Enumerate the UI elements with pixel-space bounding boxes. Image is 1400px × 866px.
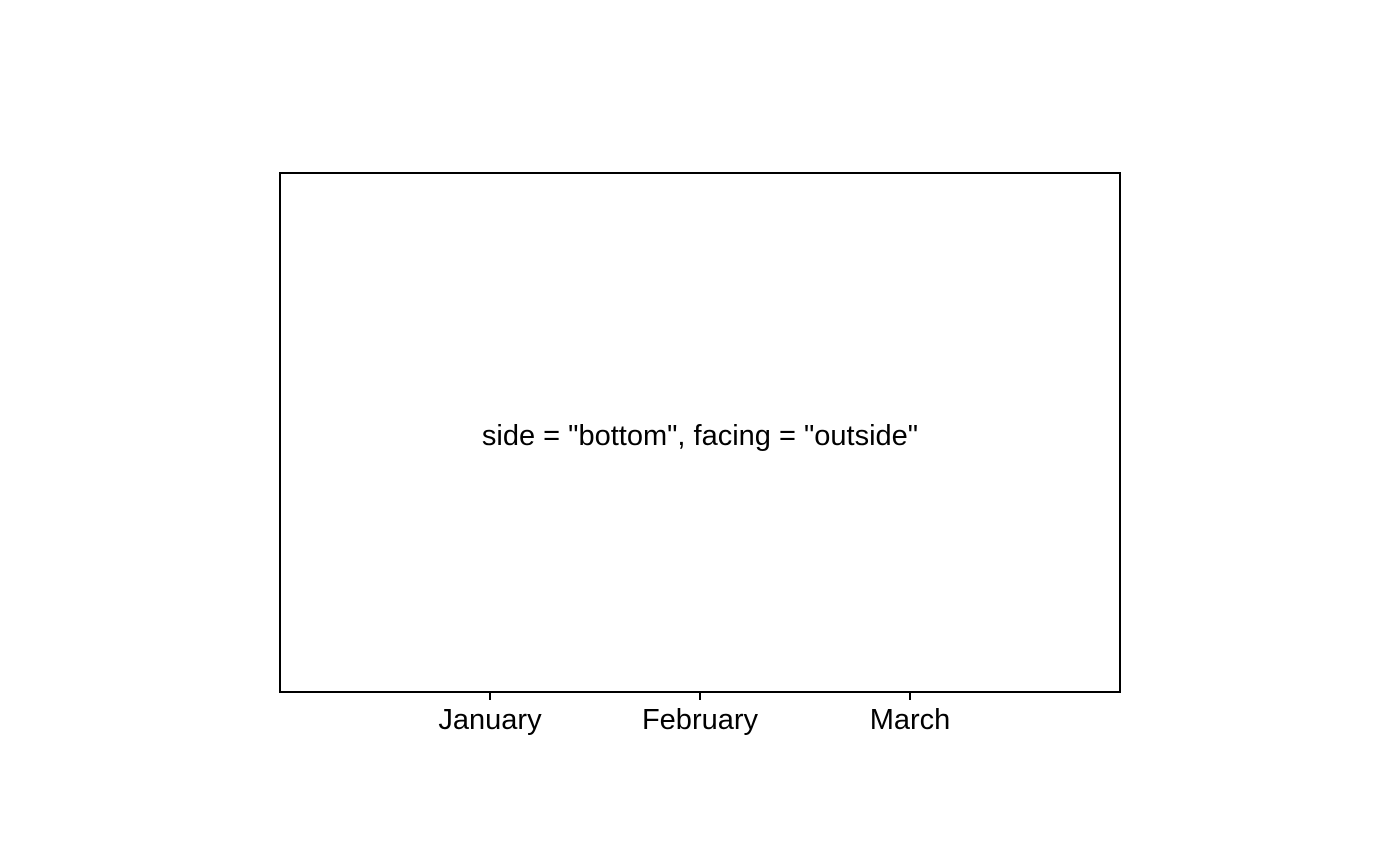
x-axis-ticks	[489, 692, 911, 700]
x-axis-tick-labels: January February March	[438, 704, 950, 736]
chart-annotation: side = "bottom", facing = "outside"	[482, 420, 918, 452]
x-tick-label-february: February	[642, 704, 759, 736]
x-tick-label-january: January	[438, 704, 542, 736]
x-tick-label-march: March	[870, 704, 951, 736]
